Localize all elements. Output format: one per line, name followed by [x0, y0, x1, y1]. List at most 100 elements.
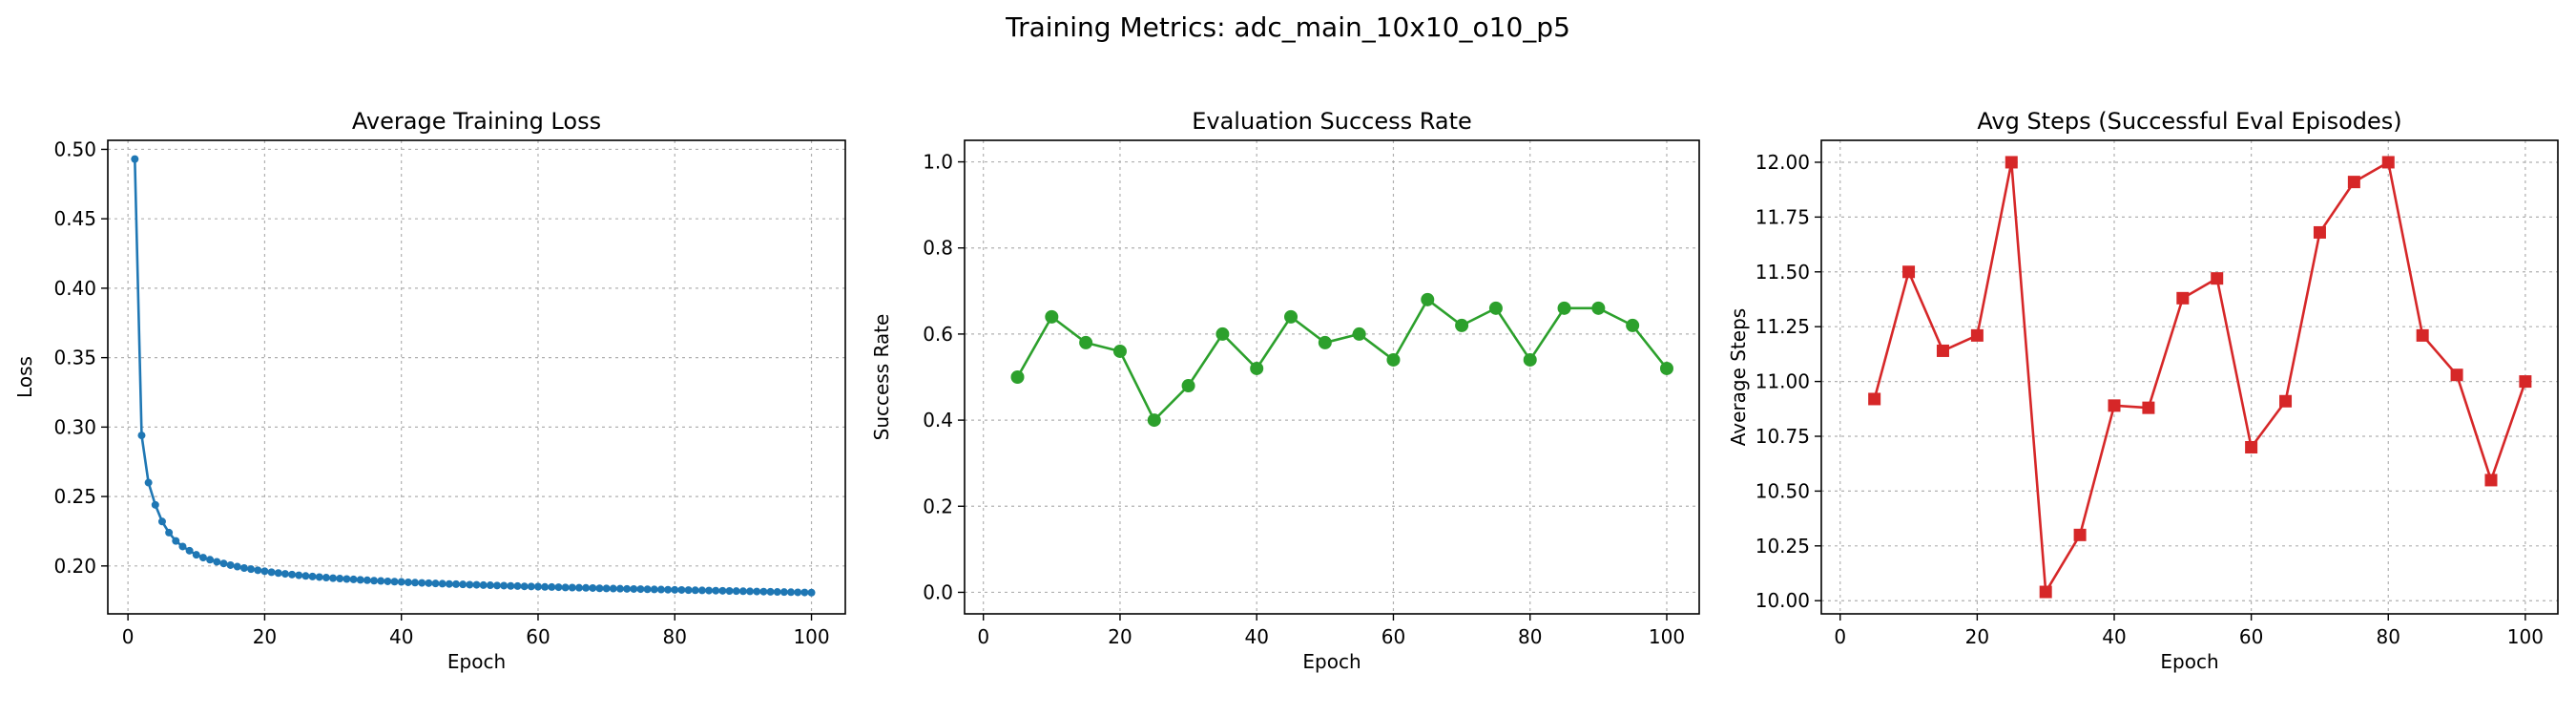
y-tick-label: 0.8 [923, 237, 953, 260]
x-tick-label: 40 [2102, 625, 2126, 648]
data-point [137, 432, 146, 440]
data-point [574, 583, 583, 592]
data-point [787, 588, 796, 597]
data-point [2211, 272, 2224, 285]
data-point [1352, 326, 1366, 341]
data-point [172, 537, 180, 545]
data-point [1250, 361, 1264, 375]
figure-title: Training Metrics: adc_main_10x10_o10_p5 [1005, 11, 1570, 43]
data-point [267, 568, 276, 577]
data-point [1523, 352, 1537, 367]
data-point [404, 578, 412, 586]
data-point [459, 580, 467, 589]
gridlines [108, 140, 845, 614]
data-point [1626, 318, 1640, 332]
y-axis-label: Success Rate [870, 314, 893, 441]
ticks: 0 20 40 60 80 100 0.0 0.2 0.4 0.6 0.8 1.0 [923, 151, 1685, 648]
data-point [397, 578, 405, 586]
y-tick-label: 10.75 [1755, 425, 1810, 448]
data-point [1215, 326, 1230, 341]
data-point [746, 587, 755, 596]
data-point [630, 584, 638, 593]
data-point [329, 574, 338, 582]
data-point [192, 551, 200, 559]
y-tick-label: 0.4 [923, 409, 953, 432]
y-tick-label: 0.40 [53, 277, 96, 300]
x-tick-label: 100 [1649, 625, 1685, 648]
data-point [2450, 369, 2463, 382]
data-point [492, 581, 501, 590]
y-tick-label: 0.6 [923, 323, 953, 346]
data-point [1079, 335, 1093, 349]
data-point [1421, 292, 1435, 306]
data-point [206, 556, 215, 564]
data-point [794, 588, 802, 597]
data-point [732, 587, 740, 596]
y-tick-label: 0.25 [53, 485, 96, 508]
data-point [384, 577, 392, 585]
data-point [609, 584, 617, 593]
data-point [664, 585, 673, 594]
x-axis-label: Epoch [447, 650, 506, 673]
x-tick-label: 20 [1965, 625, 1989, 648]
data-point [466, 580, 474, 589]
data-point [548, 582, 556, 591]
x-tick-label: 60 [1381, 625, 1405, 648]
data-point [260, 567, 269, 576]
data-points [131, 155, 816, 597]
data-point [2005, 156, 2018, 169]
data-point [738, 587, 747, 596]
data-point [239, 564, 248, 572]
data-point [753, 587, 761, 596]
x-tick-label: 0 [122, 625, 135, 648]
data-point [691, 586, 699, 595]
y-tick-label: 11.75 [1755, 205, 1810, 228]
data-point [274, 569, 282, 578]
data-point [677, 585, 686, 594]
data-point [712, 586, 720, 595]
x-tick-label: 20 [253, 625, 277, 648]
data-point [1147, 413, 1161, 428]
data-point [452, 579, 461, 588]
data-point [1970, 328, 1984, 342]
data-point [779, 588, 788, 597]
data-point [807, 588, 816, 597]
data-point [144, 478, 153, 487]
axes-frame [964, 139, 1700, 615]
ticks: 0 20 40 60 80 100 0.20 0.25 0.30 0.35 0.40 0.45 0.50 [53, 137, 829, 648]
data-point [438, 579, 447, 588]
y-tick-label: 11.00 [1755, 370, 1810, 393]
data-point [295, 571, 303, 579]
data-point [602, 584, 611, 593]
data-point [1557, 301, 1571, 315]
data-point [554, 583, 563, 592]
data-point [527, 582, 535, 591]
y-tick-label: 0.20 [53, 555, 96, 578]
data-point [288, 570, 297, 579]
x-tick-label: 0 [1834, 625, 1846, 648]
axes-frame [1820, 139, 2559, 615]
data-point [349, 575, 358, 583]
data-point [178, 542, 187, 551]
x-tick-label: 40 [1244, 625, 1268, 648]
data-point [643, 585, 652, 594]
y-tick-label: 11.25 [1755, 315, 1810, 338]
data-point [2484, 474, 2498, 487]
data-point [568, 583, 576, 592]
x-tick-label: 100 [2507, 625, 2544, 648]
data-point [363, 576, 371, 584]
y-tick-label: 0.50 [53, 137, 96, 160]
data-point [479, 580, 488, 589]
data-point [1936, 344, 1949, 357]
data-point [2313, 225, 2326, 239]
y-tick-label: 1.0 [923, 151, 953, 174]
data-point [2073, 528, 2087, 541]
y-tick-label: 0.35 [53, 347, 96, 369]
y-tick-label: 0.45 [53, 207, 96, 230]
data-point [336, 575, 344, 583]
data-point [2416, 328, 2429, 342]
data-point [2279, 394, 2293, 408]
data-point [2142, 401, 2155, 414]
data-point [533, 582, 542, 591]
data-point [280, 570, 289, 579]
